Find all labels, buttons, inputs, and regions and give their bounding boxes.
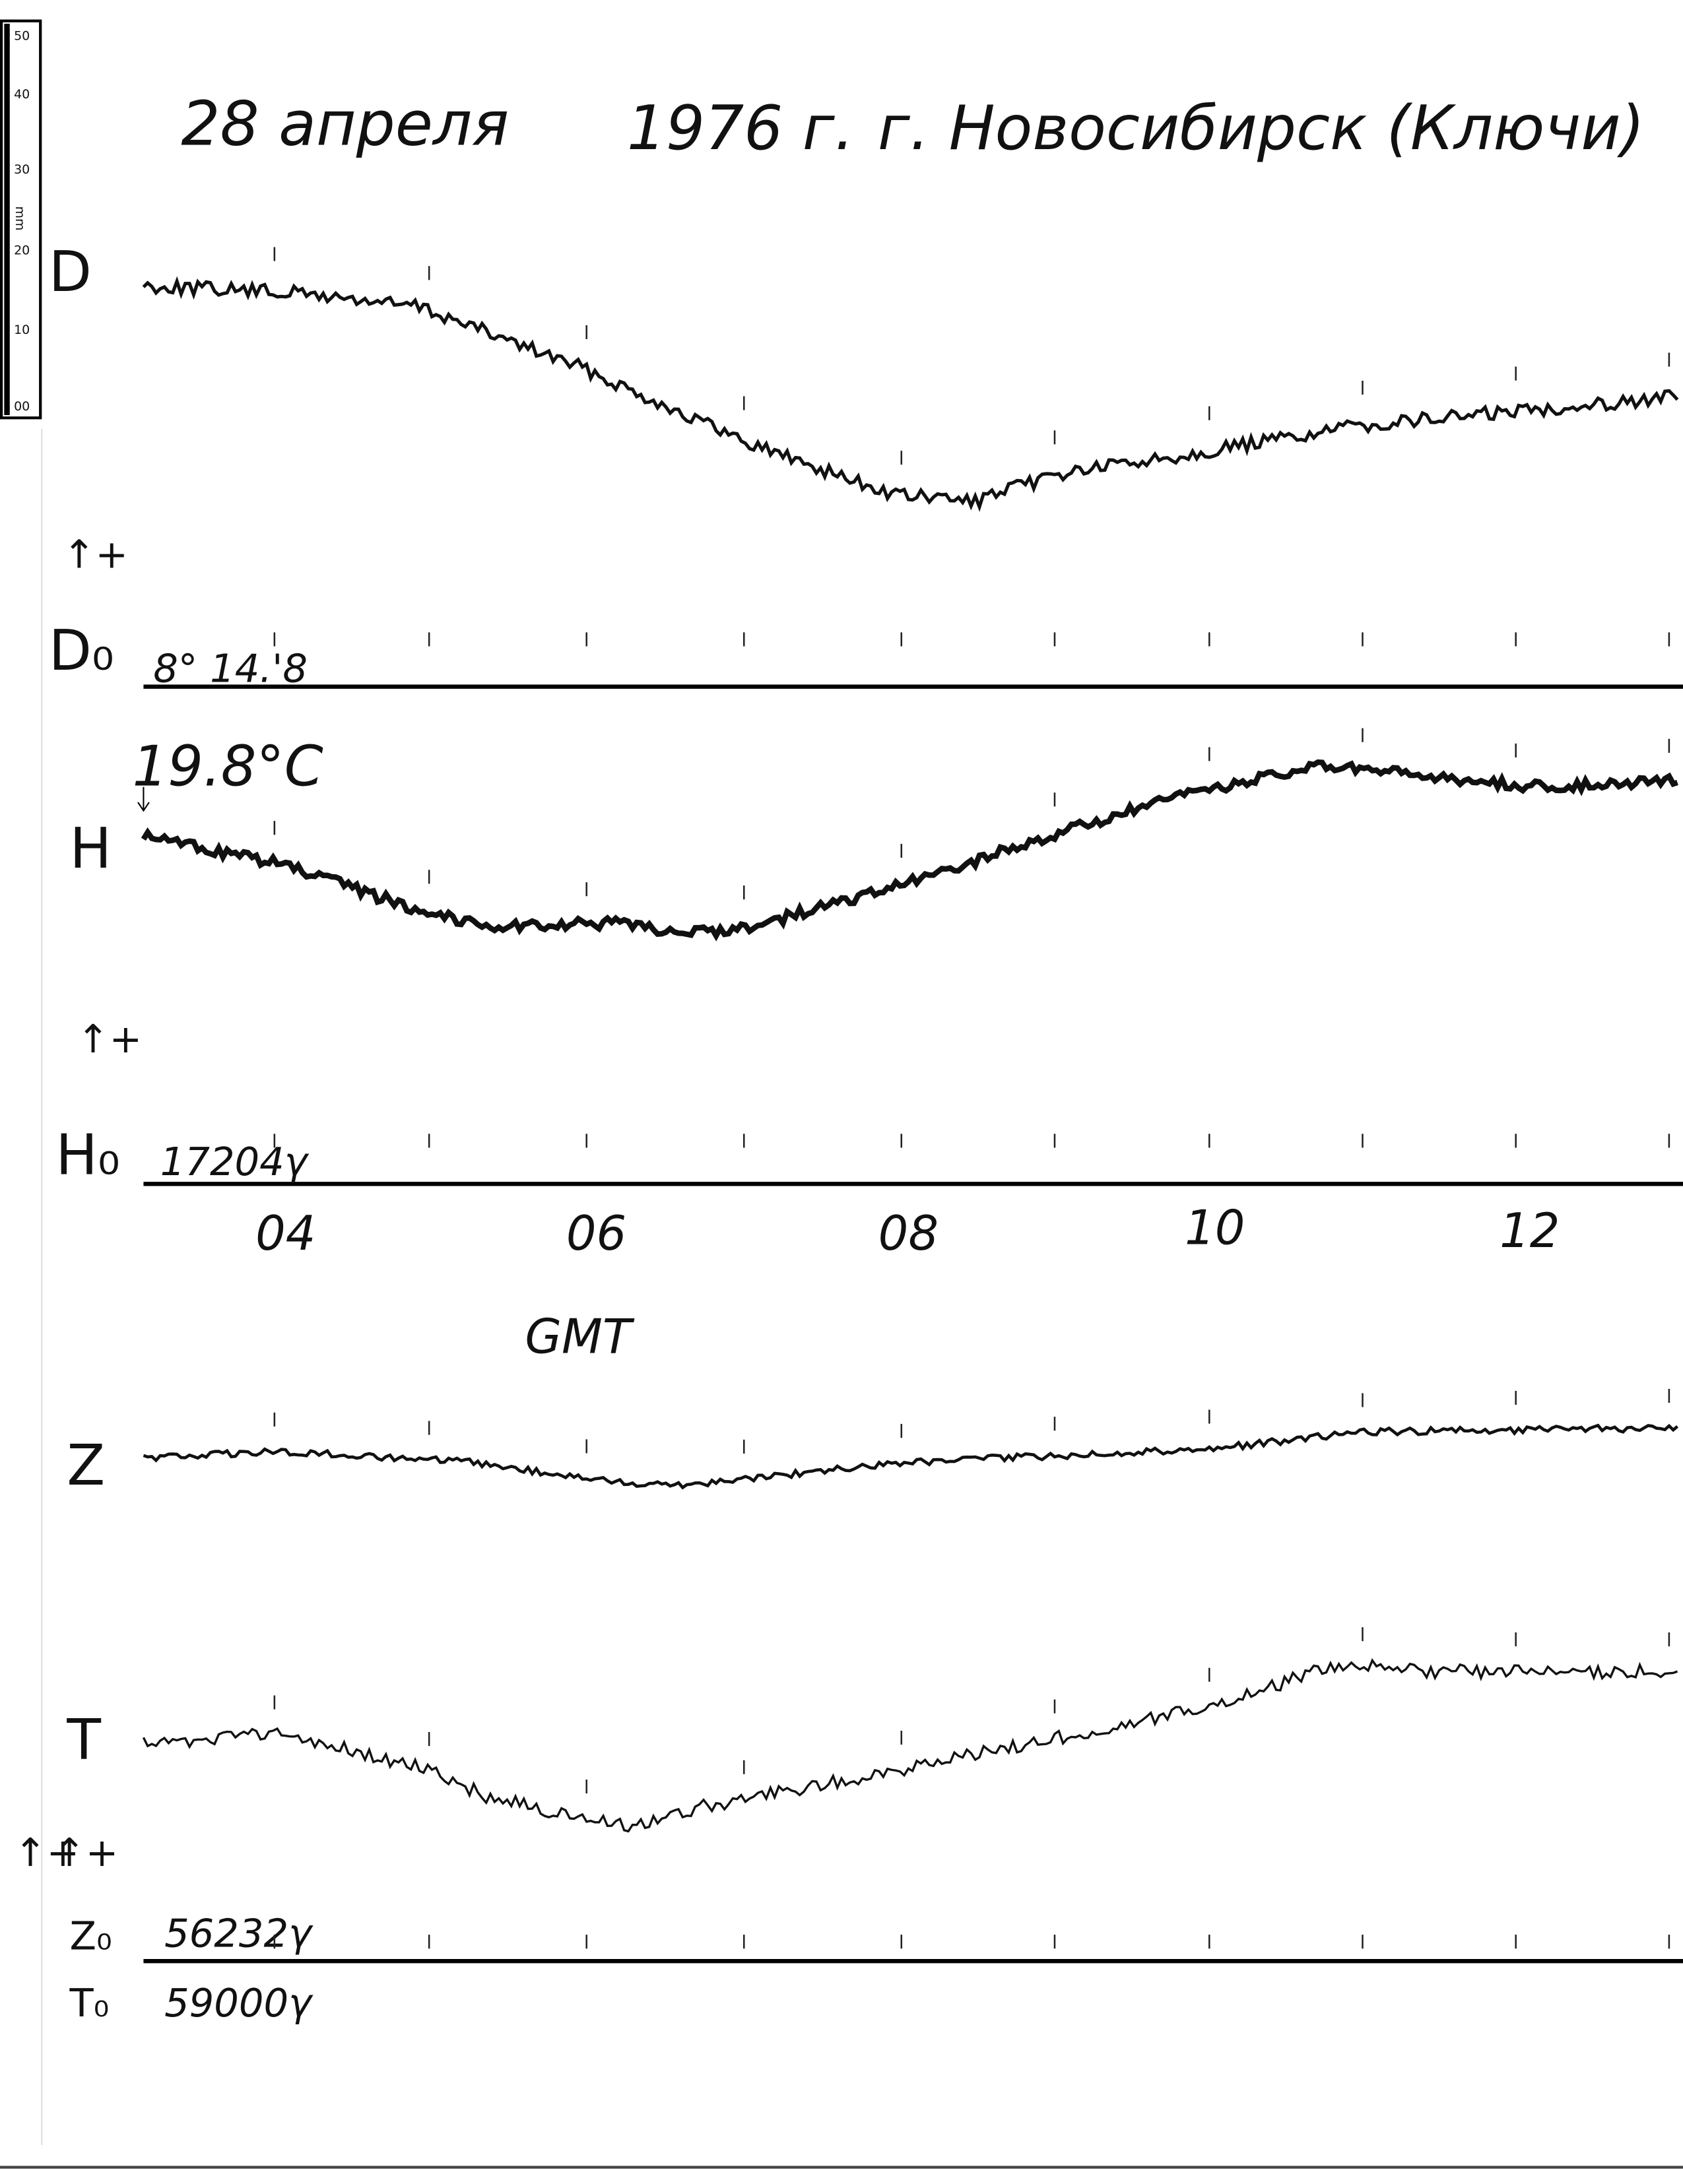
ruler-bar (4, 23, 10, 416)
time-label: 08 (878, 1205, 939, 1261)
channel-label: T (66, 1708, 101, 1772)
ruler-label: 10 (14, 323, 30, 337)
time-unit: GMT (525, 1308, 635, 1364)
arrow (137, 787, 150, 812)
polarity: ↑+ (14, 1830, 79, 1875)
ruler-label: 20 (14, 243, 30, 258)
baseline-label: Z₀ (70, 1913, 112, 1959)
baseline-label: D₀ (49, 618, 114, 683)
traces (141, 247, 1679, 1949)
baseline-value: 17204γ (160, 1139, 310, 1184)
time-label: 12 (1500, 1203, 1560, 1258)
time-label: 04 (255, 1205, 315, 1261)
trace (142, 276, 1679, 512)
channel-label: H (70, 816, 112, 881)
ruler-label: 50 (14, 28, 30, 43)
ruler-label: 00 (14, 399, 30, 414)
baseline-label: H₀ (55, 1122, 119, 1187)
ruler-label: 30 (14, 162, 30, 177)
baseline-value: 8° 14.'8 (153, 646, 308, 691)
trace (141, 759, 1678, 942)
polarity: ↑+ (77, 1016, 142, 1062)
trace (143, 1423, 1679, 1490)
ruler-label: 40 (14, 87, 30, 102)
title-year: 1976 г. (627, 92, 854, 164)
time-label: 10 (1185, 1200, 1245, 1256)
baseline-value: 56232γ (164, 1910, 314, 1956)
baseline-label: T₀ (69, 1980, 110, 2026)
polarity: ↑+ (63, 532, 128, 577)
channel-label: D (49, 240, 92, 304)
ruler-unit: mm (13, 206, 27, 230)
time-label: 06 (566, 1205, 626, 1261)
temperature: 19.8°C (133, 734, 323, 798)
trace (142, 1658, 1678, 1833)
channel-label: Z (67, 1433, 105, 1498)
title-place: г. Новосибирск (Ключи) (878, 92, 1645, 164)
title-date: 28 апреля (181, 88, 509, 160)
polarity: ↑+ (53, 1830, 118, 1875)
baseline-value: 59000γ (164, 1980, 314, 2026)
